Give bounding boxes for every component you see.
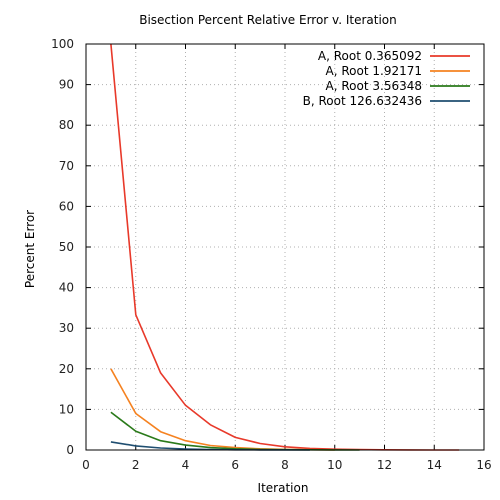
legend-label: A, Root 0.365092 [318, 49, 422, 63]
y-tick-label: 80 [59, 118, 74, 132]
legend-label: B, Root 126.632436 [303, 94, 422, 108]
x-tick-label: 16 [476, 458, 491, 472]
x-tick-label: 8 [281, 458, 289, 472]
x-axis-label: Iteration [258, 481, 309, 495]
y-tick-label: 30 [59, 321, 74, 335]
y-tick-label: 100 [51, 37, 74, 51]
y-tick-label: 40 [59, 281, 74, 295]
x-tick-label: 14 [427, 458, 442, 472]
y-tick-label: 70 [59, 159, 74, 173]
x-tick-label: 10 [327, 458, 342, 472]
y-tick-label: 90 [59, 78, 74, 92]
y-tick-label: 10 [59, 402, 74, 416]
plot-frame [85, 43, 485, 451]
x-tick-label: 6 [231, 458, 239, 472]
x-tick-label: 0 [82, 458, 90, 472]
y-tick-label: 20 [59, 362, 74, 376]
legend-label: A, Root 3.56348 [326, 79, 422, 93]
x-tick-label: 12 [377, 458, 392, 472]
y-tick-label: 60 [59, 199, 74, 213]
axis-ticks: 0 10 20 30 40 50 60 70 80 90 100 0 2 4 6 8 10 12 14 16 [51, 37, 492, 472]
legend-label: A, Root 1.92171 [326, 64, 422, 78]
x-tick-label: 4 [182, 458, 190, 472]
chart-title: Bisection Percent Relative Error v. Iter… [139, 13, 397, 27]
y-tick-label: 50 [59, 240, 74, 254]
y-tick-label: 0 [66, 443, 74, 457]
x-tick-label: 2 [132, 458, 140, 472]
y-axis-label: Percent Error [23, 210, 37, 288]
